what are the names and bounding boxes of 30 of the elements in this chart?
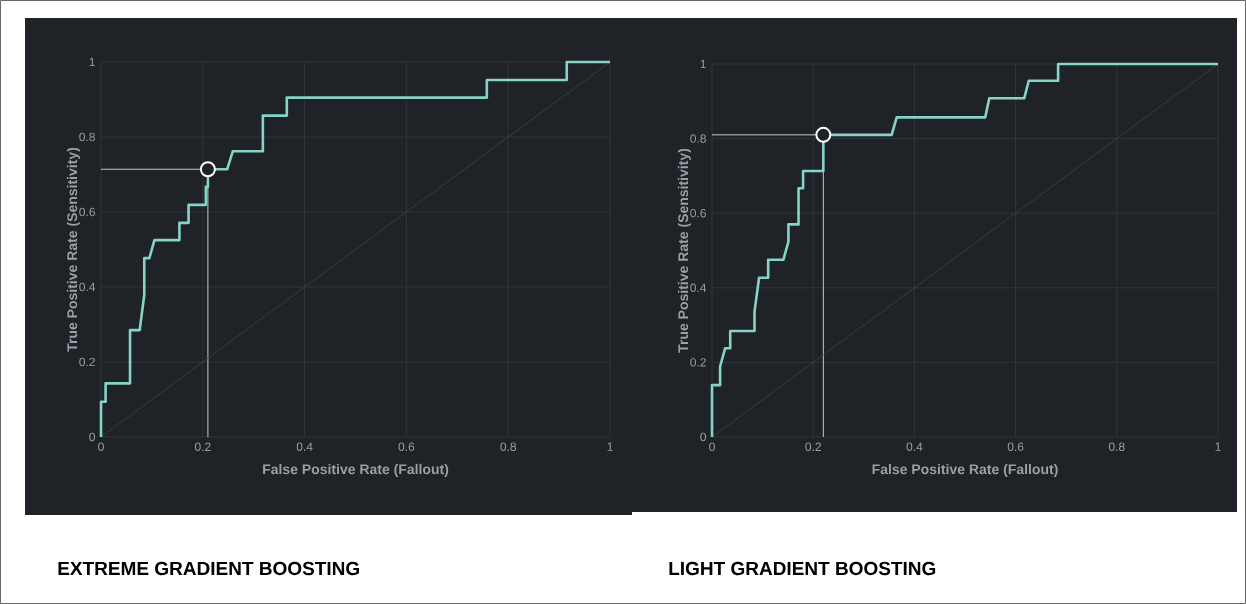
x-tick-label: 0: [709, 442, 715, 452]
x-axis-title: False Positive Rate (Fallout): [263, 463, 449, 477]
y-tick-label: 0.6: [690, 208, 706, 218]
y-tick-label: 0.4: [79, 282, 96, 292]
y-tick-label: 0.8: [690, 134, 706, 143]
x-tick-label: 0.4: [906, 442, 923, 452]
y-tick-label: 0.6: [79, 207, 95, 217]
x-tick-label: 1: [1215, 442, 1221, 451]
y-tick-label: 0: [89, 432, 96, 442]
text: EXTREME GRADIENT BOOSTING: [58, 561, 359, 576]
y-tick-label: 0.2: [79, 357, 95, 367]
x-tick-label: 1: [607, 442, 613, 451]
x-tick-label: 0.8: [500, 442, 517, 452]
y-tick-label: 0.4: [690, 283, 707, 293]
x-tick-label: 0.6: [398, 442, 415, 452]
x-tick-label: 0.2: [194, 442, 211, 452]
x-tick-label: 0.6: [1007, 442, 1024, 452]
y-axis-title: True Positive Rate (Sensitivity): [66, 147, 80, 352]
x-tick-label: 0: [98, 442, 104, 452]
y-tick-label: 0.2: [690, 358, 706, 367]
x-axis-title: False Positive Rate (Fallout): [872, 463, 1058, 477]
x-tick-label: 0.4: [296, 442, 313, 452]
y-tick-label: 0.8: [79, 132, 95, 142]
x-tick-label: 0.8: [1108, 442, 1125, 452]
text: LIGHT GRADIENT BOOSTING: [669, 561, 936, 576]
y-tick-label: 1: [700, 59, 706, 69]
y-tick-label: 0: [700, 432, 707, 442]
x-tick-label: 0.2: [805, 442, 821, 452]
y-tick-label: 1: [89, 57, 95, 67]
y-axis-title: True Positive Rate (Sensitivity): [677, 148, 691, 353]
